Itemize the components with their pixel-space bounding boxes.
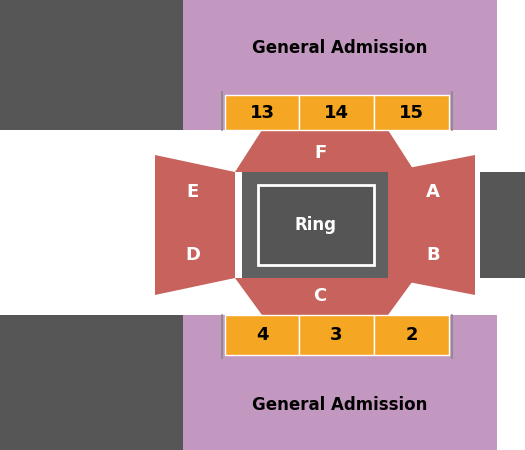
Bar (183, 315, 497, 450)
Polygon shape (388, 155, 475, 225)
Bar (299, 315, 374, 355)
Text: Ring: Ring (294, 216, 336, 234)
Text: F: F (314, 144, 326, 162)
Polygon shape (155, 225, 235, 295)
Bar (0, 0, 183, 130)
Bar (258, 185, 374, 265)
Bar (374, 315, 449, 355)
Bar (225, 315, 299, 355)
Bar (0, 315, 183, 450)
Text: 15: 15 (399, 104, 424, 122)
Text: E: E (187, 183, 199, 201)
Text: 3: 3 (330, 326, 343, 344)
Bar (242, 172, 388, 278)
Text: D: D (185, 246, 201, 264)
Polygon shape (155, 155, 235, 225)
Bar (225, 95, 299, 130)
Bar (480, 172, 525, 278)
Polygon shape (388, 225, 475, 295)
Polygon shape (235, 278, 415, 315)
Text: 2: 2 (405, 326, 418, 344)
Text: A: A (426, 183, 440, 201)
Text: C: C (313, 287, 327, 305)
Text: 13: 13 (249, 104, 275, 122)
Text: General Admission: General Admission (253, 39, 428, 57)
Text: B: B (426, 246, 440, 264)
Bar (299, 95, 374, 130)
Text: 4: 4 (256, 326, 268, 344)
Bar (183, 0, 497, 130)
Text: General Admission: General Admission (253, 396, 428, 414)
Polygon shape (235, 130, 415, 172)
Bar (374, 95, 449, 130)
Text: 14: 14 (324, 104, 349, 122)
